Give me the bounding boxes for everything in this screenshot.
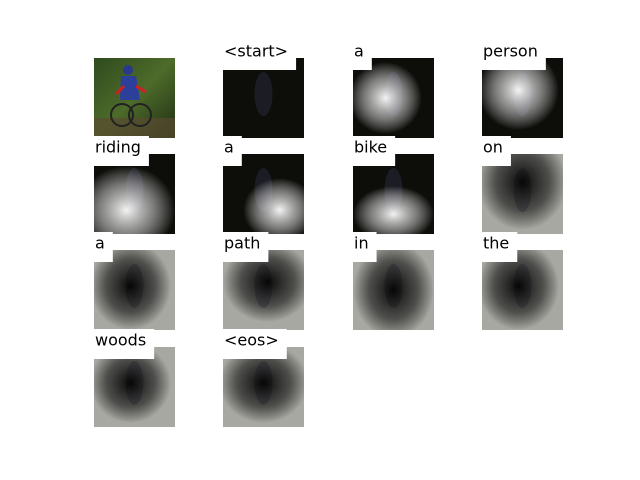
attention-map: a	[353, 40, 434, 138]
map-layer	[353, 154, 434, 234]
attention-blob	[94, 347, 171, 423]
word-label: <eos>	[224, 331, 279, 350]
word-box	[482, 40, 546, 70]
word-label: bike	[354, 138, 387, 157]
word-box	[353, 232, 377, 262]
attention-blob	[482, 154, 563, 230]
attention-blob	[223, 347, 304, 423]
attention-blob	[482, 58, 559, 130]
attention-map: path	[223, 232, 304, 330]
word-label: riding	[95, 138, 141, 157]
word-label: woods	[95, 331, 146, 350]
word-box	[482, 232, 518, 262]
map-layer	[94, 154, 175, 234]
map-layer	[94, 250, 175, 330]
word-label: path	[224, 234, 260, 253]
attention-blob	[353, 62, 422, 134]
attention-blob	[223, 250, 304, 322]
attention-map: a	[94, 232, 175, 330]
attention-map: on	[482, 136, 563, 234]
map-base	[223, 58, 304, 138]
attention-blob	[353, 250, 434, 330]
map-layer	[353, 58, 434, 138]
attention-map: bike	[353, 136, 434, 234]
map-layer	[482, 154, 563, 234]
word-label: in	[354, 234, 369, 253]
word-box	[223, 136, 242, 166]
attention-map: <eos>	[223, 329, 304, 427]
word-label: a	[224, 138, 234, 157]
attention-map: woods	[94, 329, 175, 427]
word-box	[94, 232, 113, 262]
attention-map: riding	[94, 136, 175, 234]
map-layer	[94, 347, 175, 427]
word-label: <start>	[224, 42, 288, 61]
map-layer	[482, 58, 563, 138]
attention-map: <start>	[223, 40, 304, 138]
word-box	[94, 136, 149, 166]
source-photo	[94, 58, 175, 138]
attention-blob	[353, 186, 434, 234]
cyclist-ghost	[254, 72, 273, 116]
attention-blob	[482, 250, 559, 330]
map-layer	[353, 250, 434, 330]
map-layer	[223, 154, 304, 234]
word-box	[353, 40, 372, 70]
word-box	[223, 232, 269, 262]
word-box	[353, 136, 396, 166]
map-layer	[223, 58, 304, 138]
word-box	[94, 329, 155, 359]
attention-blob	[243, 178, 304, 234]
word-label: a	[95, 234, 105, 253]
attention-map: a	[223, 136, 304, 234]
attention-map: the	[482, 232, 563, 330]
word-box	[223, 329, 287, 359]
map-layer	[223, 250, 304, 330]
word-label: the	[483, 234, 509, 253]
attention-blob	[94, 250, 171, 330]
word-label: a	[354, 42, 364, 61]
attention-blob	[94, 166, 175, 234]
map-layer	[223, 347, 304, 427]
word-label: person	[483, 42, 538, 61]
word-box	[482, 136, 511, 166]
map-layer	[482, 250, 563, 330]
word-box	[223, 40, 297, 70]
word-label: on	[483, 138, 503, 157]
attention-map: person	[482, 40, 563, 138]
attention-map: in	[353, 232, 434, 330]
